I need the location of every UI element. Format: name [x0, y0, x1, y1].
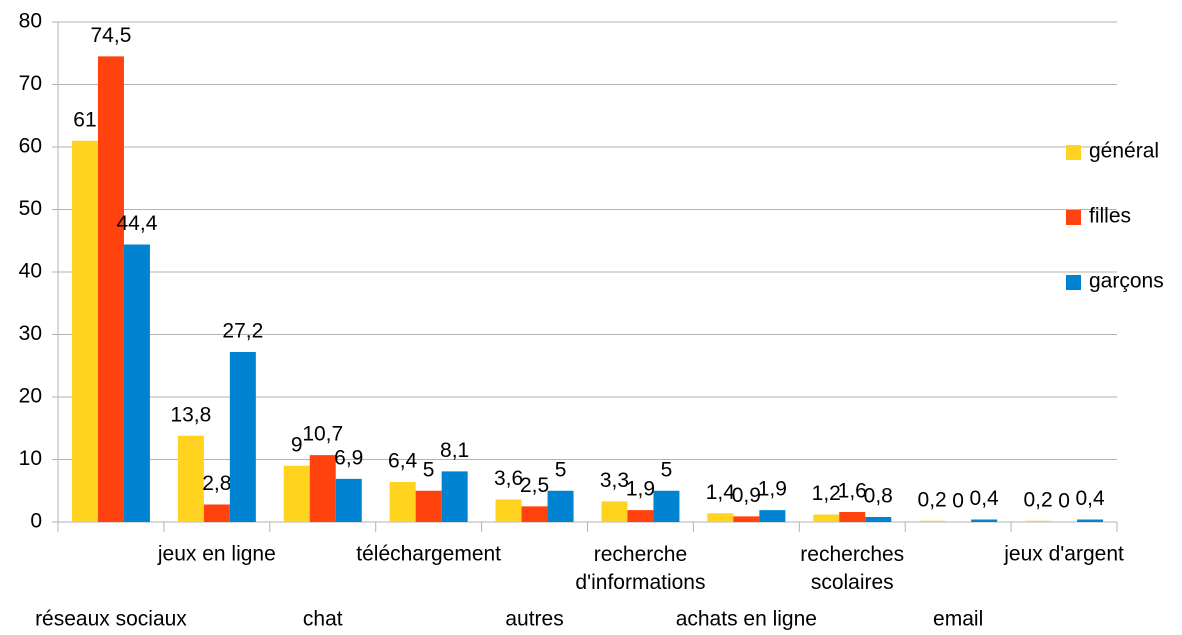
- data-label: 1,4: [706, 481, 736, 504]
- data-label: 3,3: [600, 469, 629, 492]
- data-label: 61: [73, 108, 96, 131]
- y-tick-label: 30: [19, 322, 42, 345]
- x-tick-label: jeux d'argent: [1003, 543, 1124, 566]
- data-label: 0,4: [1075, 487, 1105, 510]
- bar: [547, 490, 574, 522]
- data-label: 2,8: [202, 472, 231, 495]
- legend-swatch: [1066, 145, 1081, 160]
- y-tick-label: 40: [19, 260, 42, 283]
- bar: [283, 465, 310, 522]
- x-tick-label: achats en ligne: [676, 608, 817, 631]
- data-label: 0,2: [918, 488, 947, 511]
- x-tick-label: jeux en ligne: [157, 543, 276, 566]
- bar: [203, 504, 230, 522]
- legend-swatch: [1066, 275, 1081, 290]
- x-tick-label: email: [933, 608, 983, 631]
- data-label: 0,4: [970, 487, 1000, 510]
- data-label: 1,9: [626, 478, 655, 501]
- data-label: 10,7: [302, 423, 343, 446]
- y-tick-label: 10: [19, 447, 42, 470]
- data-label: 74,5: [91, 24, 132, 47]
- bar: [521, 506, 548, 522]
- bar: [759, 510, 786, 522]
- bar: [97, 56, 124, 522]
- legend-swatch: [1066, 210, 1081, 225]
- data-label: 5: [423, 458, 435, 481]
- bar: [389, 482, 416, 522]
- bar: [229, 352, 256, 522]
- data-label: 6,9: [334, 446, 363, 469]
- legend-label: garçons: [1089, 270, 1164, 293]
- bar: [839, 512, 866, 522]
- y-tick-label: 70: [19, 72, 42, 95]
- bar: [971, 519, 998, 522]
- y-tick-label: 0: [30, 510, 42, 533]
- legend-label: général: [1089, 140, 1159, 163]
- x-tick-label: autres: [505, 608, 563, 631]
- x-tick-label: chat: [303, 608, 343, 631]
- data-label: 0,9: [732, 484, 761, 507]
- y-tick-label: 60: [19, 135, 42, 158]
- data-label: 13,8: [170, 403, 211, 426]
- bar: [919, 520, 946, 522]
- data-label: 2,5: [520, 474, 549, 497]
- data-label: 6,4: [388, 450, 418, 473]
- data-label: 27,2: [222, 320, 263, 343]
- bar: [1025, 520, 1052, 522]
- data-label: 1,2: [812, 482, 841, 505]
- data-label: 5: [555, 458, 567, 481]
- x-tick-label: recherches scolaires: [800, 543, 904, 594]
- bar: [415, 490, 442, 522]
- bar: [813, 514, 840, 522]
- bar: [653, 490, 680, 522]
- data-label: 0: [1058, 490, 1070, 513]
- bar: [123, 244, 150, 522]
- bar: [1077, 519, 1104, 522]
- bar: [707, 513, 734, 522]
- x-tick-label: recherche d'informations: [575, 543, 705, 594]
- data-label: 0,8: [864, 485, 893, 508]
- legend-label: filles: [1089, 205, 1131, 228]
- y-tick-label: 20: [19, 385, 42, 408]
- bar: [627, 510, 654, 522]
- bar: [733, 516, 760, 522]
- bar: [335, 478, 362, 522]
- y-tick-label: 80: [19, 10, 42, 33]
- data-label: 9: [291, 433, 303, 456]
- data-label: 5: [661, 458, 673, 481]
- x-tick-label: téléchargement: [356, 543, 501, 566]
- data-label: 1,9: [758, 478, 787, 501]
- bar: [601, 501, 628, 522]
- data-label: 8,1: [440, 439, 469, 462]
- data-label: 0,2: [1023, 488, 1052, 511]
- bar: [177, 435, 204, 522]
- data-label: 3,6: [494, 467, 523, 490]
- data-label: 44,4: [117, 212, 158, 235]
- data-label: 1,6: [838, 480, 867, 503]
- data-label: 0: [952, 490, 964, 513]
- bar: [495, 499, 522, 522]
- x-tick-label: réseaux sociaux: [35, 608, 187, 631]
- bar: [71, 140, 98, 522]
- bar: [865, 517, 892, 522]
- bar: [309, 455, 336, 522]
- y-tick-label: 50: [19, 197, 42, 220]
- bar: [441, 471, 468, 522]
